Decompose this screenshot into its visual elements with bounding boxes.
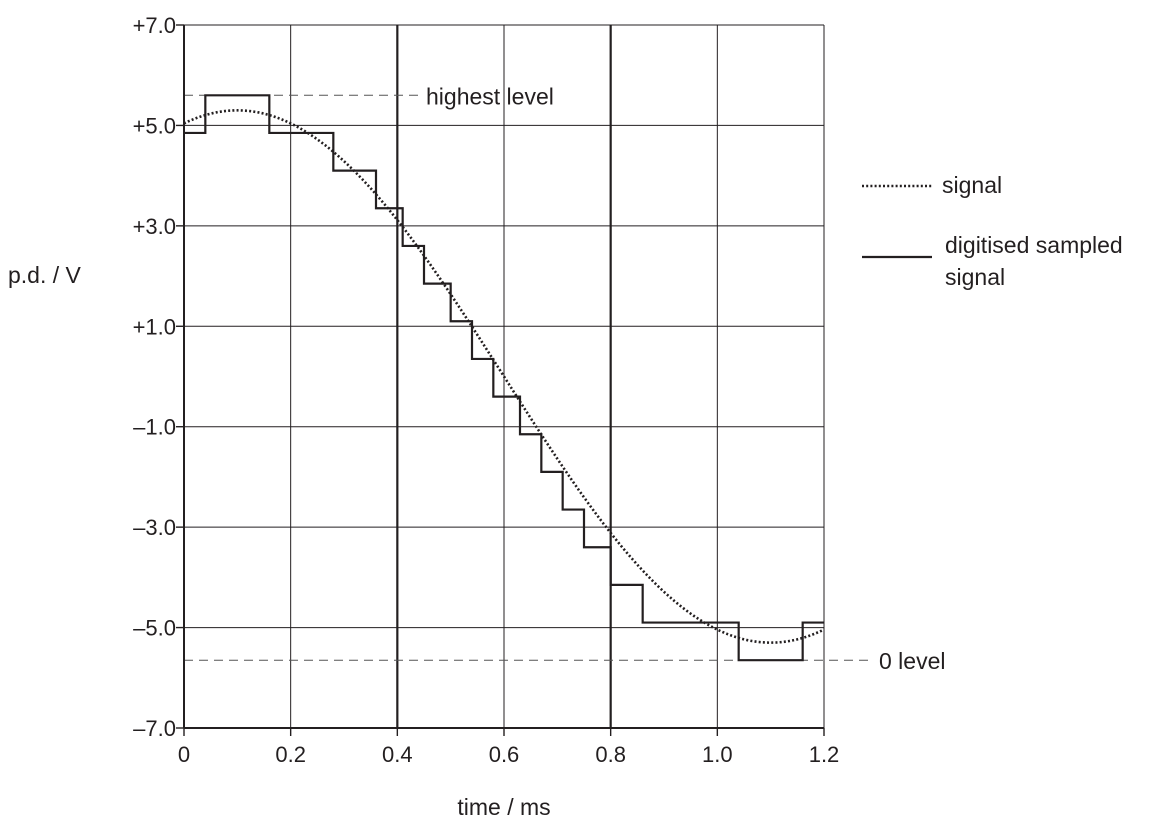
y-tick-label: –5.0 (133, 616, 176, 641)
x-tick-label: 1.0 (702, 742, 733, 767)
y-tick-label: –7.0 (133, 716, 176, 741)
digitised-line (184, 94, 824, 662)
x-tick-label: 0.4 (382, 742, 413, 767)
x-axis-label: time / ms (457, 794, 550, 820)
y-tick-label: –3.0 (133, 515, 176, 540)
digitised-series (184, 94, 824, 662)
signal-series (183, 109, 825, 644)
x-tick-label: 0 (178, 742, 190, 767)
signal-line (183, 109, 825, 644)
x-tick-label: 1.2 (809, 742, 840, 767)
legend: signal digitised sampled signal (862, 172, 1123, 290)
legend-label-signal: signal (942, 172, 1002, 198)
axes (176, 24, 825, 736)
y-tick-label: +1.0 (133, 314, 176, 339)
x-tick-label: 0.6 (489, 742, 520, 767)
grid-layer (184, 24, 825, 728)
legend-label-digitised: digitised sampled (945, 232, 1123, 258)
highest-level-label: highest level (426, 83, 554, 109)
y-tick-label: +3.0 (133, 214, 176, 239)
legend-label-digitised-line2: signal (945, 264, 1005, 290)
y-tick-label: +5.0 (133, 113, 176, 138)
y-axis-label: p.d. / V (8, 262, 82, 288)
x-tick-label: 0.2 (275, 742, 306, 767)
axis-labels: p.d. / V time / ms (8, 262, 551, 820)
x-tick-label: 0.8 (595, 742, 626, 767)
y-tick-label: –1.0 (133, 415, 176, 440)
zero-level-label: 0 level (879, 648, 945, 674)
reference-lines: highest level 0 level (184, 83, 945, 674)
y-tick-label: +7.0 (133, 13, 176, 38)
tick-labels: 0 0.2 0.4 0.6 0.8 1.0 1.2 +7.0 +5.0 +3.0 +1.0 –1.0 –… (133, 13, 840, 767)
